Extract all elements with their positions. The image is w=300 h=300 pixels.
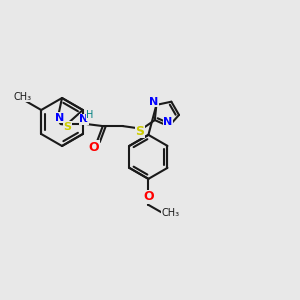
- Text: CH₃: CH₃: [14, 92, 32, 102]
- Text: N: N: [79, 114, 88, 124]
- Text: H: H: [86, 110, 94, 120]
- Text: N: N: [149, 97, 158, 107]
- Text: S: S: [63, 122, 71, 132]
- Text: O: O: [143, 190, 154, 203]
- Text: N: N: [163, 117, 172, 127]
- Text: N: N: [55, 112, 64, 123]
- Text: S: S: [135, 124, 144, 138]
- Text: CH₃: CH₃: [161, 208, 179, 218]
- Text: O: O: [88, 141, 99, 154]
